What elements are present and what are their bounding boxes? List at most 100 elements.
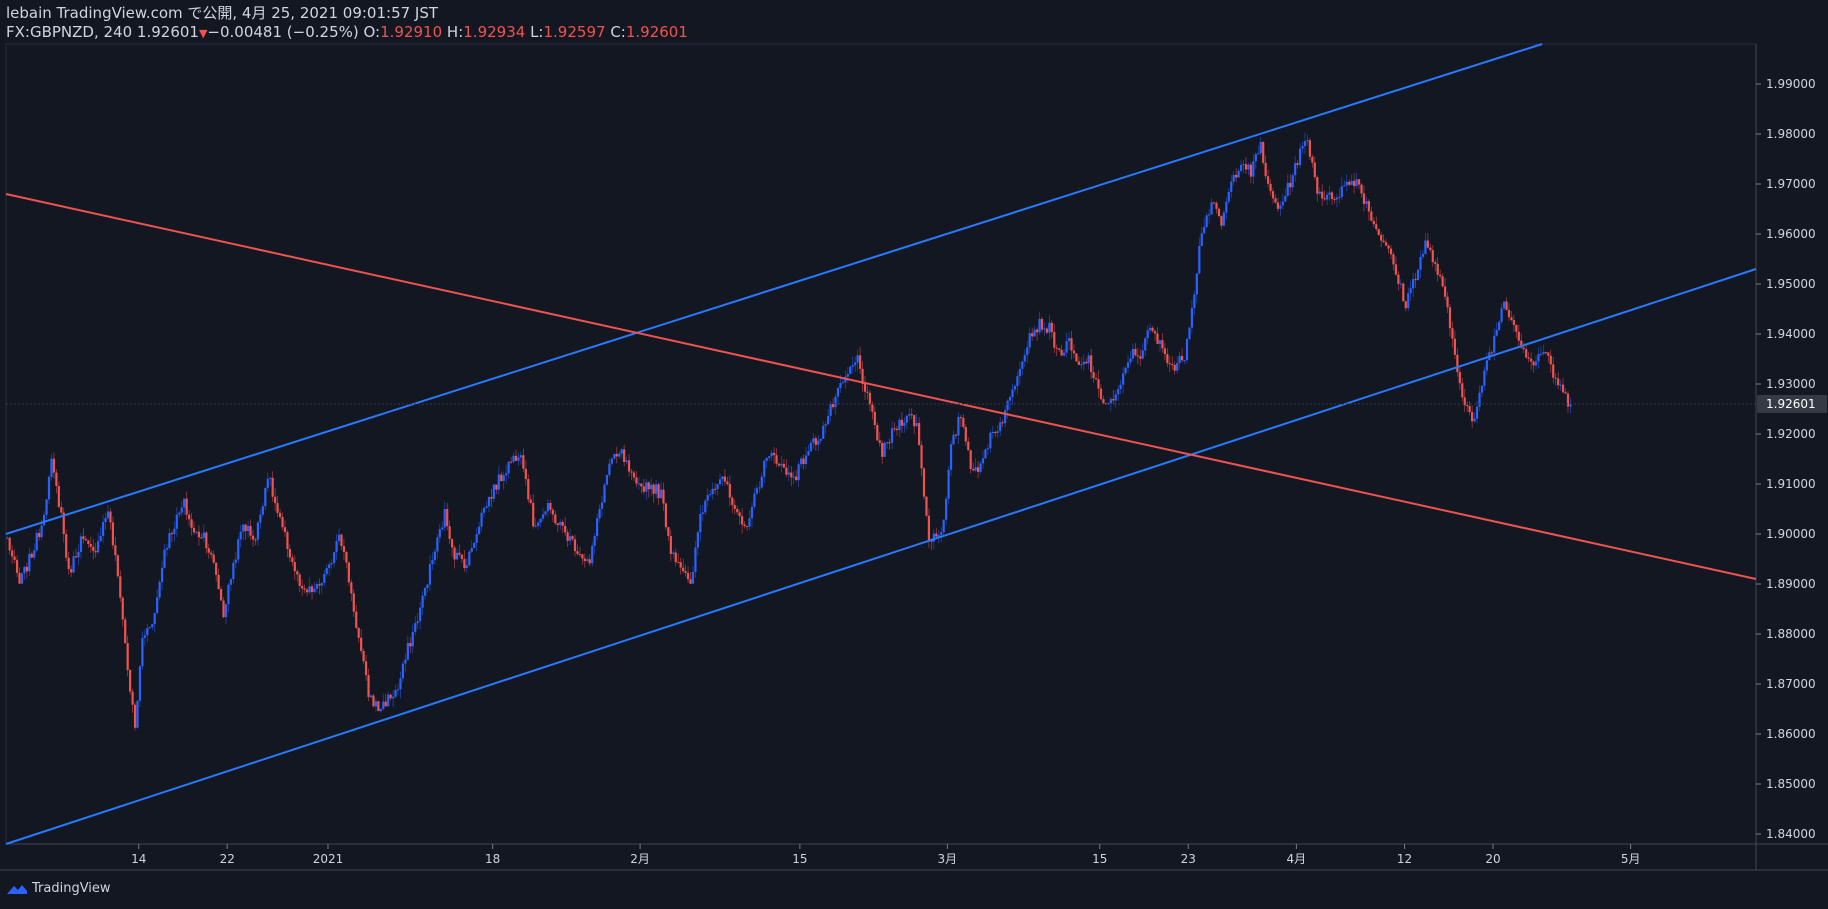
candle-body: [1006, 400, 1009, 411]
candle-body: [849, 366, 852, 374]
candle-body: [878, 440, 881, 443]
candle-body: [868, 392, 872, 405]
candle-body: [603, 484, 606, 503]
candle-body: [1180, 355, 1184, 361]
candle-body: [458, 552, 461, 555]
candle-body: [401, 663, 405, 679]
candle-body: [866, 391, 869, 393]
candle-body: [256, 522, 260, 540]
candle-body: [249, 525, 252, 536]
candle-body: [1257, 153, 1260, 155]
candle-body: [237, 539, 240, 560]
candle-body: [234, 559, 237, 563]
candle-body: [1439, 274, 1442, 277]
candle-body: [23, 566, 26, 574]
candle-body: [972, 469, 975, 471]
channel-lower-line[interactable]: [5, 268, 1757, 845]
candle-body: [1544, 352, 1547, 354]
candle-body: [482, 507, 486, 513]
candle-body: [605, 475, 609, 485]
candle-body: [571, 536, 574, 540]
candle-body: [421, 595, 424, 608]
candle-body: [962, 417, 965, 428]
candle-body: [165, 548, 169, 550]
candle-body: [738, 512, 741, 517]
candle-body: [1296, 163, 1299, 165]
candle-body: [340, 534, 343, 547]
candle-body: [1434, 262, 1437, 264]
symbol-label[interactable]: FX:GBPNZD, 240: [6, 23, 133, 41]
candle-body: [583, 558, 586, 561]
candle-body: [99, 535, 102, 542]
candle-body: [448, 526, 451, 540]
descending-trendline[interactable]: [5, 193, 1757, 580]
candle-body: [532, 502, 535, 527]
candle-body: [546, 502, 550, 512]
candle-body: [969, 450, 972, 470]
candle-body: [519, 455, 523, 458]
candle-body: [854, 362, 857, 366]
candle-body: [883, 442, 886, 457]
candle-body: [288, 549, 291, 558]
candle-body: [372, 695, 375, 707]
footer-brand[interactable]: TradingView: [6, 881, 111, 896]
candle-body: [232, 562, 235, 580]
candle-body: [991, 432, 994, 434]
candle-body: [1507, 309, 1511, 318]
candle-body: [377, 701, 380, 712]
candle-body: [760, 476, 763, 488]
candle-body: [925, 496, 928, 516]
candle-body: [1493, 335, 1496, 353]
candle-body: [839, 383, 842, 388]
candle-body: [1547, 352, 1550, 356]
channel-upper-line[interactable]: [5, 43, 1543, 535]
candle-body: [1225, 201, 1228, 213]
candle-body: [650, 484, 653, 490]
candle-body: [627, 460, 631, 472]
candle-body: [1016, 376, 1019, 387]
candle-body: [1348, 181, 1351, 185]
candle-body: [1357, 179, 1361, 185]
candle-body: [1082, 361, 1085, 365]
candle-body: [210, 552, 213, 555]
candle-body: [549, 502, 552, 510]
candle-body: [593, 535, 596, 546]
candle-body: [291, 557, 294, 563]
candle-body: [630, 471, 633, 473]
candle-body: [148, 627, 151, 629]
candle-body: [67, 557, 70, 570]
candle-body: [1448, 307, 1452, 329]
candle-body: [106, 511, 110, 518]
candle-body: [1028, 333, 1031, 348]
candle-body: [932, 533, 935, 542]
candle-body: [1193, 294, 1196, 308]
candle-body: [121, 597, 124, 620]
candle-body: [664, 503, 668, 528]
candle-body: [772, 452, 776, 456]
candle-body: [1409, 288, 1412, 294]
candle-body: [1038, 318, 1041, 333]
candle-body: [1429, 247, 1432, 251]
candle-body: [1173, 364, 1176, 371]
candle-body: [1114, 394, 1117, 401]
candle-body: [674, 552, 677, 563]
price-tick-label: 1.84000: [1766, 827, 1816, 841]
close-value: 1.92601: [625, 23, 688, 41]
candle-body: [959, 417, 962, 419]
price-tick-label: 1.87000: [1766, 677, 1816, 691]
candle-body: [917, 423, 921, 446]
candle-body: [433, 551, 437, 561]
candle-body: [1195, 273, 1198, 295]
candle-body: [360, 637, 363, 651]
candle-body: [25, 566, 28, 572]
candle-body: [1316, 177, 1319, 194]
candle-body: [1237, 170, 1240, 178]
candle-body: [426, 584, 429, 588]
candle-body: [795, 476, 798, 481]
candle-body: [940, 532, 943, 536]
candle-body: [802, 458, 805, 465]
candle-body: [863, 383, 867, 392]
price-tick-label: 1.95000: [1766, 277, 1816, 291]
candle-body: [1323, 198, 1326, 200]
